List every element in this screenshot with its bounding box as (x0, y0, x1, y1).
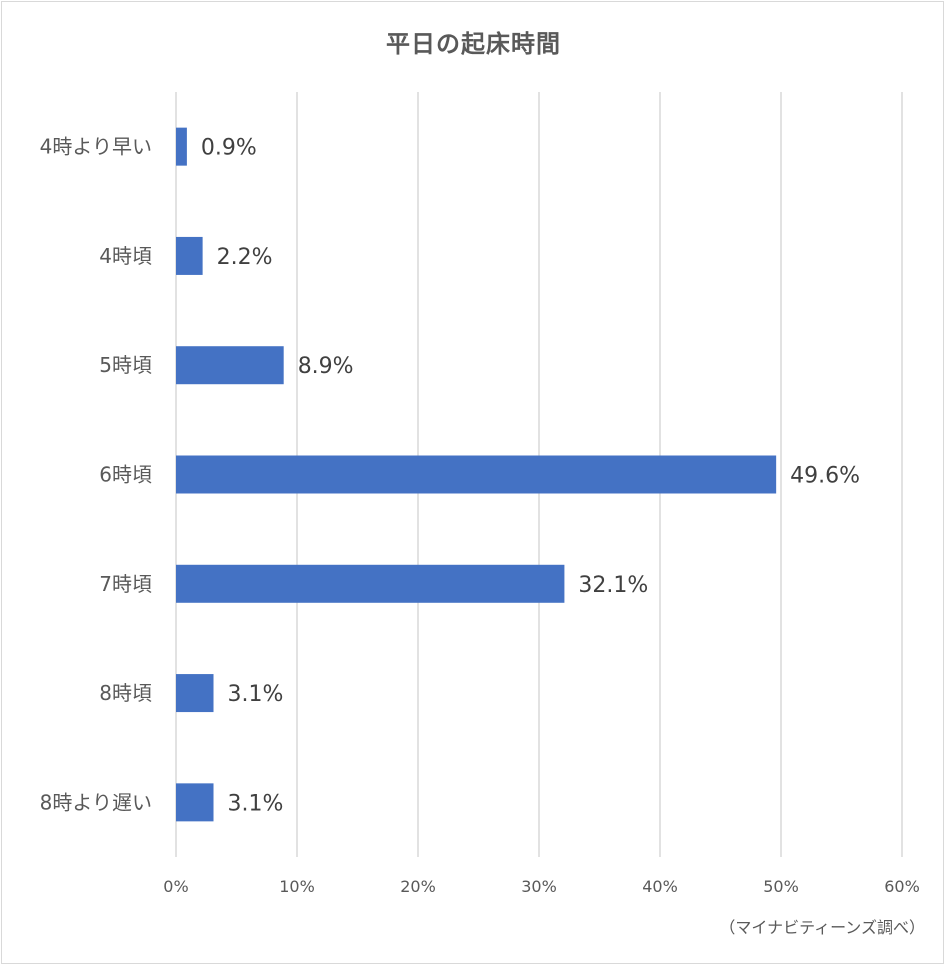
x-tick-label: 0% (163, 877, 188, 896)
data-label: 49.6% (790, 464, 860, 489)
category-label: 5時頃 (99, 353, 152, 377)
category-label: 4時より早い (40, 135, 152, 159)
data-label: 3.1% (228, 682, 284, 707)
bar (176, 346, 284, 385)
category-label: 8時より遅い (40, 790, 152, 814)
x-tick-label: 20% (400, 877, 436, 896)
data-label: 32.1% (578, 573, 648, 598)
x-tick-label: 60% (884, 877, 920, 896)
source-note: （マイナビティーンズ調べ） (719, 918, 925, 937)
x-tick-label: 10% (279, 877, 315, 896)
bar (176, 455, 777, 494)
x-tick-label: 30% (521, 877, 557, 896)
bars (176, 127, 777, 822)
category-label: 8時頃 (99, 681, 152, 705)
bar (176, 564, 565, 603)
x-tick-label: 50% (763, 877, 799, 896)
data-label: 3.1% (228, 791, 284, 816)
category-label: 6時頃 (99, 463, 152, 487)
data-label: 2.2% (217, 245, 273, 270)
data-label: 0.9% (201, 136, 257, 161)
bar (176, 783, 214, 822)
labels: 0% 10% 20% 30% 40% 50% 60% 4時より早い 0.9% 4時頃 2.2% 5時頃… (40, 135, 920, 896)
chart-title: 平日の起床時間 (386, 30, 561, 58)
bar (176, 127, 187, 166)
data-label: 8.9% (298, 354, 354, 379)
bar (176, 674, 214, 713)
x-tick-label: 40% (642, 877, 678, 896)
bar (176, 236, 203, 275)
category-label: 4時頃 (99, 244, 152, 268)
category-label: 7時頃 (99, 572, 152, 596)
